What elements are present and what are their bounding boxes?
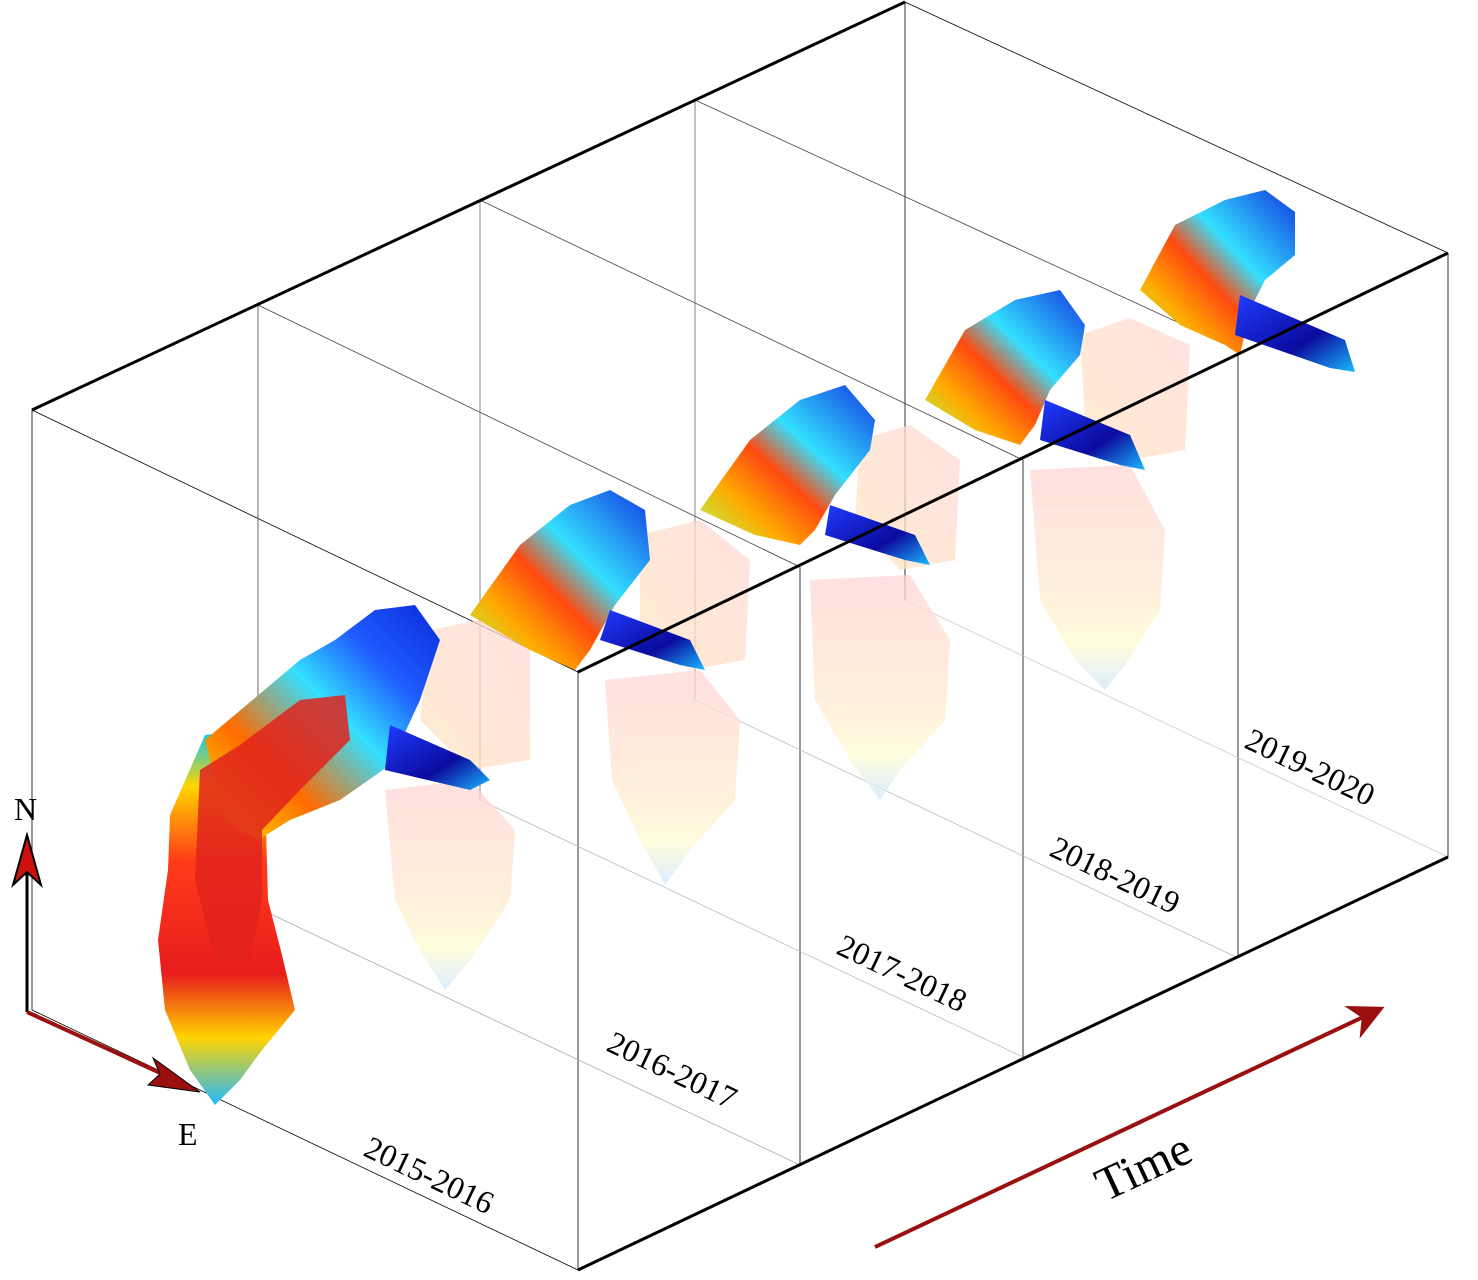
period-label: 2019-2020	[1240, 721, 1381, 813]
cluster-top	[700, 385, 875, 545]
cluster-arm	[825, 505, 930, 565]
time-label: Time	[1087, 1122, 1200, 1212]
cluster-arm	[1040, 400, 1145, 470]
ghost-section	[1030, 465, 1165, 690]
ghost-section	[1080, 318, 1190, 460]
cluster-top	[925, 290, 1085, 445]
east-arrow-icon	[146, 1056, 201, 1093]
compass: N E	[11, 791, 201, 1152]
cluster-arm	[600, 610, 705, 670]
section-2018-2019	[925, 290, 1145, 470]
time-indicator: Time	[874, 1005, 1385, 1249]
time-arrow	[874, 1005, 1385, 1249]
period-label: 2017-2018	[832, 927, 973, 1019]
section-2017-2018	[700, 385, 930, 565]
cluster-arm	[385, 725, 490, 790]
grid-line	[31, 1009, 579, 1271]
grid-line	[694, 99, 1239, 351]
period-labels: 2015-2016 2016-2017 2017-2018 2018-2019 …	[359, 721, 1381, 1221]
cluster-top	[470, 490, 650, 670]
frame-edge	[577, 855, 1449, 1272]
ghost-section	[385, 780, 515, 990]
grid-line	[479, 199, 1024, 461]
period-label: 2018-2019	[1045, 829, 1186, 921]
grid-line	[904, 1, 1449, 254]
ghost-section	[810, 575, 950, 800]
cluster-hotspot	[195, 695, 350, 960]
grid-line	[479, 799, 1024, 1058]
north-label: N	[14, 791, 37, 827]
east-axis	[26, 1010, 181, 1084]
section-2016-2017	[470, 490, 705, 670]
frame-edge	[31, 0, 906, 412]
east-label: E	[178, 1116, 198, 1152]
section-2015-2016	[158, 605, 490, 1105]
grid-line	[257, 304, 801, 568]
cube-grid-lines	[31, 1, 1449, 1271]
period-label: 2015-2016	[359, 1129, 500, 1221]
section-2019-2020	[1140, 190, 1355, 372]
grid-line	[694, 699, 1239, 959]
north-arrow-icon	[11, 831, 43, 889]
grid-line	[257, 907, 801, 1166]
ghost-section	[420, 620, 530, 770]
cube-frame	[31, 0, 1449, 1272]
grid-line	[904, 599, 1449, 858]
cluster-top	[1140, 190, 1295, 355]
cluster-arm	[1235, 295, 1355, 372]
period-label: 2016-2017	[602, 1024, 743, 1116]
frame-edge	[577, 251, 1449, 674]
ghost-section	[605, 670, 740, 885]
